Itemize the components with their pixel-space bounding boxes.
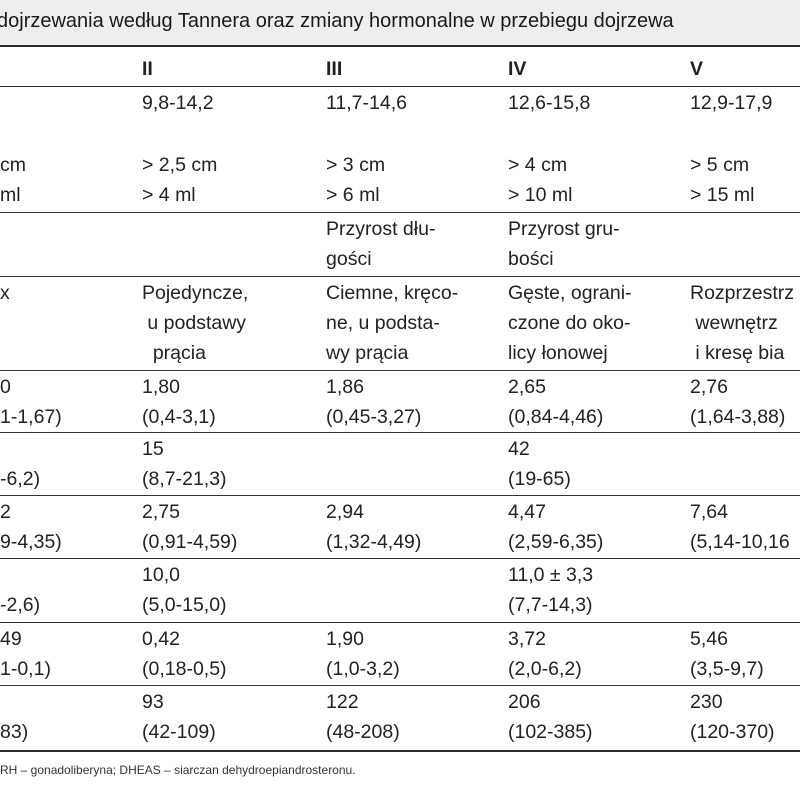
table-cell: 1,90 (1,0-3,2): [326, 628, 400, 680]
table-cell: 122 (48-208): [326, 691, 400, 743]
table-cell: 10,0 (5,0-15,0): [142, 564, 227, 616]
row-divider: [0, 212, 800, 213]
row-divider: [0, 495, 800, 496]
table-title: dojrzewania według Tannera oraz zmiany h…: [0, 10, 674, 32]
table-cell: > 2,5 cm > 4 ml: [142, 154, 218, 206]
row-divider: [0, 685, 800, 686]
table-cell: 49 1-0,1): [0, 628, 51, 680]
table-cell: 2,75 (0,91-4,59): [142, 501, 238, 553]
table-cell: 7,64 (5,14-10,16: [690, 501, 790, 553]
table-cell: Przyrost gru- bości: [508, 218, 620, 270]
table-cell: -6,2): [0, 468, 41, 490]
table-cell: 2,76 (1,64-3,88): [690, 376, 786, 428]
table-cell: 2,65 (0,84-4,46): [508, 376, 604, 428]
table-cell: Przyrost dłu- gości: [326, 218, 436, 270]
table-cell: 9,8-14,2: [142, 92, 214, 114]
table-cell: > 4 cm > 10 ml: [508, 154, 573, 206]
table-cell: 206 (102-385): [508, 691, 593, 743]
table-cell: 12,6-15,8: [508, 92, 591, 114]
table-cell: cm ml: [0, 154, 26, 206]
header-stage-iii: III: [326, 58, 343, 80]
table-cell: Gęste, ograni- czone do oko- licy łonowe…: [508, 282, 632, 364]
row-divider: [0, 370, 800, 371]
table-cell: Pojedyncze, u podstawy prącia: [142, 282, 249, 364]
table-cell: 230 (120-370): [690, 691, 775, 743]
table-cell: 4,47 (2,59-6,35): [508, 501, 604, 553]
table-bottom-rule: [0, 750, 800, 752]
table-title-band: dojrzewania według Tannera oraz zmiany h…: [0, 0, 800, 47]
header-stage-iv: IV: [508, 58, 527, 80]
table-cell: 0,42 (0,18-0,5): [142, 628, 227, 680]
table-footnote: RH – gonadoliberyna; DHEAS – siarczan de…: [0, 763, 356, 777]
row-divider: [0, 622, 800, 623]
table-cell: 42 (19-65): [508, 438, 571, 490]
table-cell: 1,86 (0,45-3,27): [326, 376, 422, 428]
table-cell: 5,46 (3,5-9,7): [690, 628, 764, 680]
table-cell: 2,94 (1,32-4,49): [326, 501, 422, 553]
table-cell: 0 1-1,67): [0, 376, 62, 428]
table-cell: 15 (8,7-21,3): [142, 438, 227, 490]
header-stage-v: V: [690, 58, 704, 80]
table-cell: 1,80 (0,4-3,1): [142, 376, 216, 428]
table-cell: 3,72 (2,0-6,2): [508, 628, 582, 680]
table-cell: Rozprzestrz wewnętrz i kresę bia: [690, 282, 795, 364]
table-cell: > 5 cm > 15 ml: [690, 154, 755, 206]
table-cell: 11,7-14,6: [326, 92, 407, 114]
table-cell: -2,6): [0, 594, 41, 616]
row-divider: [0, 432, 800, 433]
table-cell: 2 9-4,35): [0, 501, 62, 553]
row-divider: [0, 558, 800, 559]
header-stage-ii: II: [142, 58, 153, 80]
header-divider: [0, 86, 800, 87]
table-cell: x: [0, 282, 10, 304]
table-cell: > 3 cm > 6 ml: [326, 154, 386, 206]
table-cell: 11,0 ± 3,3 (7,7-14,3): [508, 564, 594, 616]
table-cell: 12,9-17,9: [690, 92, 773, 114]
table-cell: 83): [0, 721, 29, 743]
table-cell: Ciemne, kręco- ne, u podsta- wy prącia: [326, 282, 459, 364]
row-divider: [0, 276, 800, 277]
table-cell: 93 (42-109): [142, 691, 216, 743]
